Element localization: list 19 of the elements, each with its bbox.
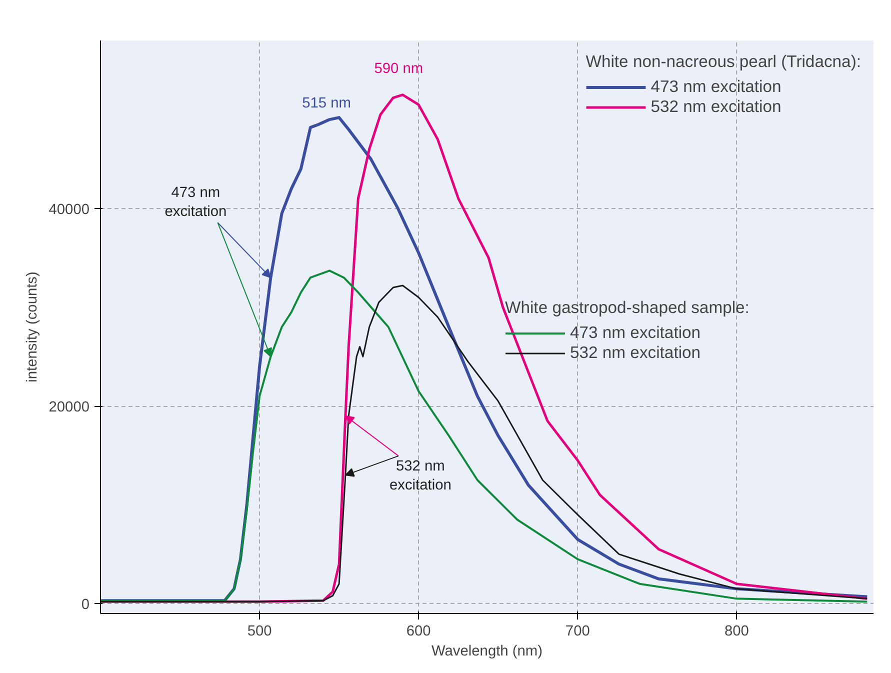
legend-label: 473 nm excitation — [570, 323, 701, 343]
y-tick-label: 0 — [81, 597, 90, 614]
x-tick-label: 800 — [724, 624, 749, 640]
annotation: 473 nm excitation — [164, 185, 227, 220]
legend-label: 473 nm excitation — [650, 77, 782, 97]
x-tick-label: 700 — [565, 624, 590, 640]
annotation: 515 nm — [302, 96, 351, 112]
legend-label: 532 nm excitation — [650, 97, 782, 117]
y-tick-label: 40000 — [48, 202, 90, 218]
text: White non-nacreous pearl (Tridacna): — [586, 52, 861, 71]
x-axis-title: Wavelength (nm) — [431, 644, 543, 660]
x-tick-label: 500 — [247, 624, 272, 640]
y-axis-title: intensity (counts) — [24, 272, 41, 382]
text: White gastropod-shaped sample: — [505, 298, 750, 317]
annotation: 532 nm excitation — [389, 458, 452, 494]
x-tick-label: 600 — [406, 624, 431, 640]
legend-label: 532 nm excitation — [570, 343, 701, 363]
y-tick-label: 20000 — [48, 400, 90, 416]
annotation: 590 nm — [374, 60, 424, 77]
